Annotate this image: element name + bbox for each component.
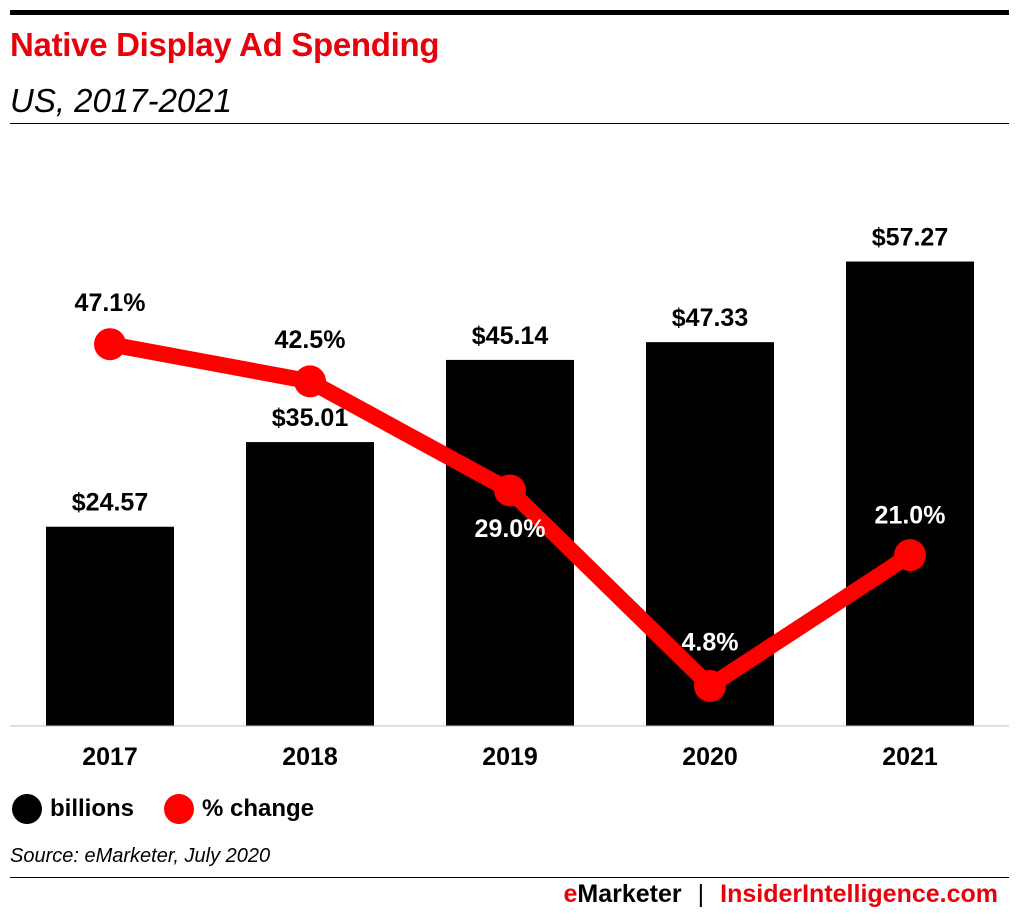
bottom-rule: [10, 877, 1009, 878]
legend: billions % change: [12, 791, 344, 827]
percent-change-point-2017: [94, 328, 126, 361]
footer-separator: |: [697, 880, 705, 908]
top-rule: [10, 10, 1009, 15]
bar-value-label-2017: $24.57: [72, 489, 148, 517]
legend-item-billions: billions: [12, 794, 134, 824]
legend-swatch-billions: [12, 794, 42, 824]
x-tick-label-2020: 2020: [682, 743, 738, 771]
percent-change-label-2019: 29.0%: [475, 515, 546, 543]
bar-2021: [846, 261, 974, 726]
bar-value-label-2021: $57.27: [872, 224, 948, 252]
bars-layer: [46, 261, 974, 726]
percent-change-label-2017: 47.1%: [75, 289, 146, 317]
bar-value-label-2018: $35.01: [272, 404, 349, 432]
x-tick-label-2018: 2018: [282, 743, 338, 771]
percent-change-label-2018: 42.5%: [275, 326, 346, 354]
percent-change-point-2021: [894, 539, 926, 572]
percent-change-label-2021: 21.0%: [875, 502, 946, 530]
percent-change-label-2020: 4.8%: [682, 629, 739, 657]
subtitle-rule: [10, 123, 1009, 124]
line-labels-layer: 47.1% 42.5% 29.0% 4.8% 21.0%: [75, 289, 946, 657]
x-tick-label-2021: 2021: [882, 743, 938, 771]
percent-change-point-2020: [694, 670, 726, 702]
source-note: Source: eMarketer, July 2020: [10, 845, 271, 867]
percent-change-point-2018: [294, 365, 326, 398]
percent-change-point-2019: [494, 474, 526, 507]
x-tick-label-2017: 2017: [82, 743, 138, 771]
bar-2017: [46, 526, 174, 726]
x-tick-label-2019: 2019: [482, 743, 538, 771]
legend-item-percent-change: % change: [164, 794, 314, 824]
bar-labels-layer: $24.57 $35.01 $45.14 $47.33 $57.27: [72, 224, 948, 517]
footer-brand: e Marketer | InsiderIntelligence.com: [564, 880, 999, 909]
chart-subtitle: US, 2017-2021: [10, 82, 232, 119]
ticks-layer: 2017 2018 2019 2020 2021: [82, 743, 938, 771]
chart-title: Native Display Ad Spending: [10, 26, 440, 63]
bar-value-label-2019: $45.14: [472, 322, 549, 350]
legend-label-percent-change: % change: [202, 795, 315, 822]
line-layer: [94, 328, 926, 702]
bar-2018: [246, 442, 374, 726]
chart: $24.57 $35.01 $45.14 $47.33 $57.27 47.1% 42.5…: [10, 224, 1009, 771]
bar-value-label-2020: $47.33: [672, 304, 748, 332]
bar-2020: [646, 342, 774, 726]
brand-e: e: [563, 880, 578, 908]
brand-marketer: Marketer: [577, 880, 682, 908]
legend-label-billions: billions: [50, 795, 134, 822]
legend-swatch-percent-change: [164, 794, 194, 824]
footer-site-link[interactable]: InsiderIntelligence.com: [720, 880, 998, 908]
